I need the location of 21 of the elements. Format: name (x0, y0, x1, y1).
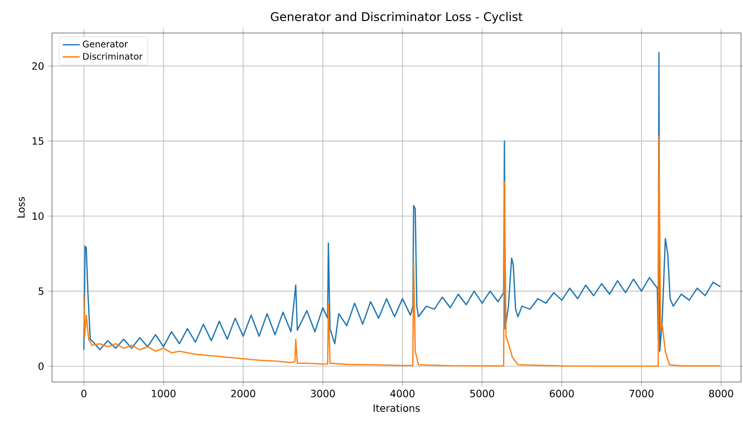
x-tick-label: 6000 (550, 390, 574, 398)
x-tick-label: 3000 (310, 390, 335, 398)
y-tick-label: 20 (32, 62, 44, 70)
y-tick-label: 5 (38, 287, 44, 295)
x-tick-label: 1000 (152, 390, 176, 398)
line-series (83, 136, 721, 367)
chart-title: Generator and Discriminator Loss - Cyclist (270, 12, 523, 24)
y-tick-label: 15 (32, 137, 44, 145)
legend-label: Discriminator (83, 52, 143, 60)
x-axis-title: Iterations (374, 404, 420, 412)
y-tick-label: 0 (38, 362, 44, 370)
x-tick-label: 8000 (709, 390, 734, 398)
x-tick-label: 2000 (231, 390, 256, 398)
y-tick-label: 10 (32, 212, 44, 220)
legend-label: Generator (82, 40, 128, 48)
line-series (83, 52, 721, 352)
y-axis-title: Loss (17, 197, 25, 218)
x-tick-label: 4000 (390, 390, 414, 398)
x-tick-label: 0 (81, 390, 86, 398)
x-tick-label: 7000 (630, 390, 654, 398)
x-tick-label: 5000 (470, 390, 494, 398)
